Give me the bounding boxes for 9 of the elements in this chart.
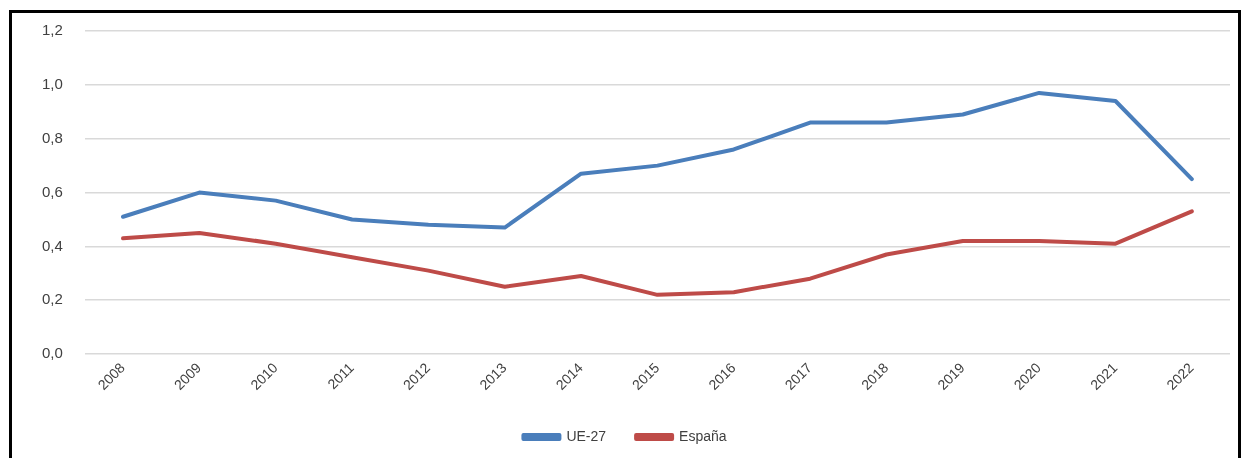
y-tick-label: 0,8 [41,128,63,146]
y-tick-label: 0,4 [41,236,63,254]
y-tick-label: 0,2 [41,290,63,308]
y-tick-label: 0,6 [41,182,63,200]
legend-label: España [679,427,727,444]
legend-label: UE-27 [566,427,607,444]
y-tick-label: 1,0 [41,74,63,92]
y-tick-label: 1,2 [41,21,63,39]
y-tick-label: 0,0 [41,344,63,362]
